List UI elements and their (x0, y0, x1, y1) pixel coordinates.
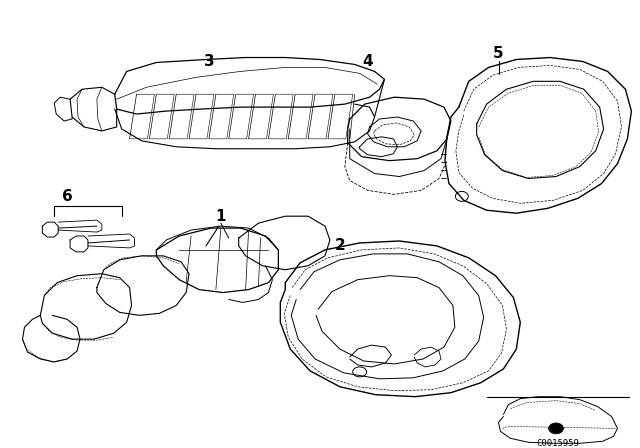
Text: 2: 2 (335, 238, 345, 254)
Text: C0015959: C0015959 (536, 439, 579, 448)
Text: 4: 4 (362, 54, 373, 69)
Text: 5: 5 (493, 46, 504, 61)
Ellipse shape (548, 423, 563, 434)
Text: 6: 6 (61, 189, 72, 204)
Text: 1: 1 (216, 209, 226, 224)
Text: 3: 3 (204, 54, 214, 69)
